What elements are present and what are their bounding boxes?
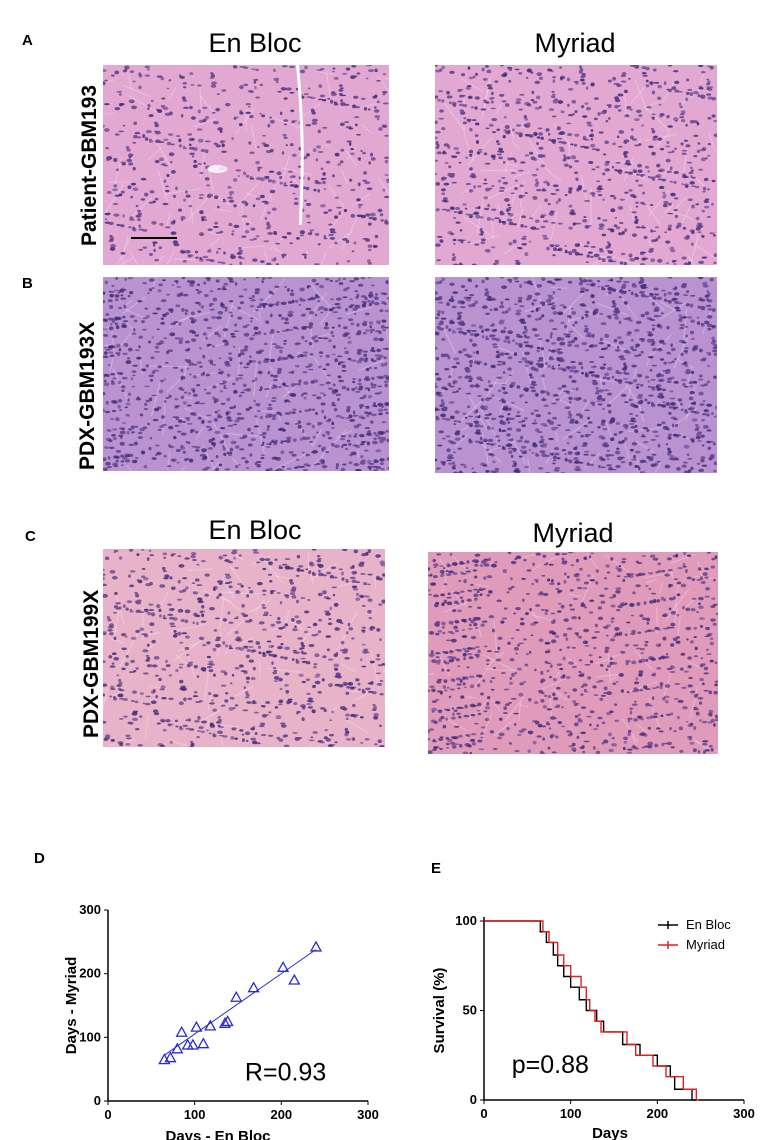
- row-label-pdx-gbm193x: PDX-GBM193X: [76, 321, 99, 470]
- d-y-tick-label: 300: [79, 902, 101, 917]
- d-point: [247, 981, 260, 993]
- d-point: [186, 1038, 200, 1050]
- d-annotation: R=0.93: [245, 1059, 326, 1087]
- d-point: [197, 1037, 210, 1049]
- col-title-en-bloc-top: En Bloc: [208, 28, 302, 58]
- e-annotation: p=0.88: [512, 1051, 589, 1079]
- panel-label-d: D: [34, 850, 45, 867]
- micrograph-pdx199-myriad: [428, 552, 718, 754]
- e-x-tick-label: 200: [646, 1106, 668, 1121]
- d-point: [171, 1042, 184, 1054]
- legend-label: Myriad: [686, 937, 725, 952]
- d-y-axis-title: Days - Myriad: [63, 957, 80, 1055]
- d-y-tick-label: 200: [79, 966, 101, 981]
- e-y-tick-label: 0: [470, 1092, 477, 1107]
- d-point: [221, 1015, 234, 1027]
- e-x-tick-label: 300: [733, 1106, 755, 1121]
- d-x-axis-title: Days - En Bloc: [165, 1128, 270, 1140]
- e-series-myriad: [484, 920, 699, 1101]
- e-x-tick-label: 100: [560, 1106, 582, 1121]
- d-x-tick-label: 0: [104, 1107, 111, 1122]
- d-x-tick-label: 300: [357, 1107, 379, 1122]
- e-y-axis-title: Survival (%): [431, 968, 448, 1054]
- e-x-tick-label: 0: [480, 1106, 487, 1121]
- micrograph-pdx193-myriad: [435, 277, 717, 473]
- d-point: [288, 973, 301, 985]
- d-point: [190, 1020, 203, 1032]
- d-point: [164, 1051, 177, 1063]
- d-x-tick-label: 200: [270, 1107, 292, 1122]
- e-y-tick-label: 50: [463, 1003, 477, 1018]
- e-x-axis-title: Days: [592, 1125, 628, 1140]
- chart-d-scatter: 0 100 200 300 0 100 200 300 R=0.93 Days - En Bloc…: [40, 870, 380, 1140]
- d-point: [230, 990, 243, 1002]
- micrograph-pdx193-en-bloc: [103, 277, 389, 471]
- chart-e-survival: 0 100 200 300 0 50 100 En Bloc Myriad p=0.88 Days S…: [420, 870, 760, 1140]
- panel-label-b: B: [22, 275, 33, 292]
- scale-bar: [131, 237, 177, 239]
- panel-label-e: E: [431, 860, 442, 877]
- col-title-en-bloc-c: En Bloc: [208, 515, 302, 545]
- panel-label-c: C: [25, 528, 36, 545]
- d-x-tick-label: 100: [184, 1107, 206, 1122]
- row-label-patient-gbm193: Patient-GBM193: [78, 84, 101, 246]
- d-point: [204, 1019, 217, 1031]
- legend-label: En Bloc: [686, 917, 731, 932]
- d-fit-line: [164, 949, 317, 1056]
- d-y-tick-label: 100: [79, 1029, 101, 1044]
- row-label-pdx-gbm199x: PDX-GBM199X: [80, 589, 103, 738]
- d-point: [276, 960, 290, 972]
- d-point: [175, 1025, 188, 1037]
- panel-label-a: A: [22, 32, 33, 49]
- col-title-myriad-c: Myriad: [532, 518, 614, 548]
- d-point: [309, 940, 323, 952]
- col-title-myriad-top: Myriad: [534, 28, 616, 58]
- d-point: [218, 1016, 232, 1028]
- e-y-tick-label: 100: [455, 913, 477, 928]
- d-y-tick-label: 0: [94, 1093, 101, 1108]
- micrograph-patient-myriad: [435, 65, 717, 265]
- micrograph-pdx199-en-bloc: [103, 549, 385, 747]
- micrograph-patient-en-bloc: [103, 65, 389, 265]
